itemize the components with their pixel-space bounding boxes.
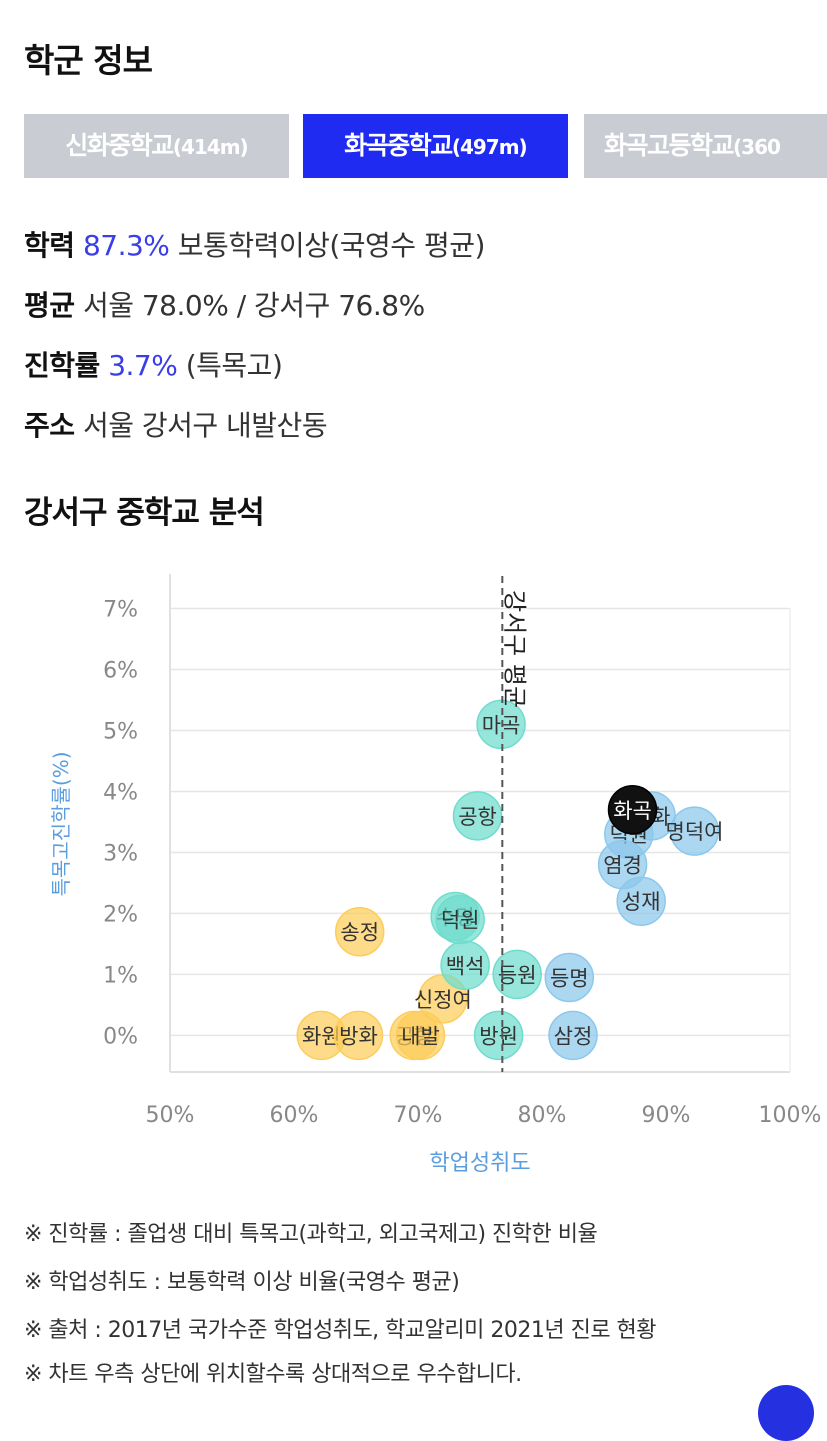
y-tick-label: 0% (103, 1024, 138, 1049)
tab-distance: (497m) (451, 135, 528, 159)
data-point-label: 삼정 (554, 1024, 593, 1048)
data-point-label: 등원 (498, 963, 537, 987)
x-tick-label: 60% (270, 1103, 319, 1128)
footnote-3: ※ 출처 : 2017년 국가수준 학업성취도, 학교알리미 2021년 진로 … (24, 1318, 657, 1343)
data-point-label: 방화 (339, 1024, 378, 1048)
achievement-row: 학력 87.3% 보통학력이상(국영수 평균) (24, 224, 485, 264)
chart-ticks: 0% 1% 2% 3% 4% 5% 6% 7% 50% 60% 70% 80% 90% 100% (103, 597, 821, 1128)
school-info-heading: 학군 정보 (24, 41, 153, 80)
chart-axes (169, 574, 791, 1073)
data-point (473, 1010, 524, 1061)
advancement-label: 진학률 (24, 349, 100, 382)
data-point-label: 화곡 (613, 799, 652, 823)
data-point (476, 699, 526, 750)
tab-label: 화곡중학교 (344, 131, 453, 160)
data-point (548, 1010, 598, 1061)
data-point-label: 덕원 (441, 909, 480, 933)
data-point-label: 염경 (603, 854, 642, 878)
data-point (334, 906, 385, 957)
tab-distance: (414m) (172, 135, 249, 159)
data-point-label: 성재 (622, 890, 661, 914)
data-point (452, 791, 503, 841)
x-tick-label: 50% (146, 1103, 195, 1128)
school-tabs: 신화중학교(414m) 화곡중학교(497m) 화곡고등학교(360 (24, 114, 827, 178)
data-point-label: 신정여 (414, 988, 472, 1012)
data-point-label: 송정 (340, 921, 379, 945)
advancement-value: 3.7% (108, 349, 178, 382)
data-point-label: 등명 (550, 966, 589, 990)
average-value: 서울 78.0% / 강서구 76.8% (82, 289, 425, 322)
data-point-label: 공항 (458, 805, 497, 829)
scatter-chart: 0% 1% 2% 3% 4% 5% 6% 7% 50% 60% 70% 80% 90% 100% 송정신정… (49, 574, 821, 1176)
y-tick-label: 4% (103, 780, 138, 805)
data-point (616, 876, 666, 926)
x-axis-label: 학업성취도 (429, 1151, 530, 1176)
y-tick-label: 3% (103, 841, 138, 866)
data-point (492, 949, 542, 1000)
advancement-note: (특목고) (185, 349, 283, 382)
tab-hwagok-middle[interactable]: 화곡중학교(497m) (303, 114, 568, 178)
advancement-row: 진학률 3.7% (특목고) (24, 344, 283, 384)
achievement-note: 보통학력이상(국영수 평균) (177, 229, 486, 262)
y-tick-label: 2% (103, 902, 138, 927)
y-axis-label: 특목고진학률(%) (49, 751, 73, 896)
address-value: 서울 강서구 내발산동 (82, 409, 328, 442)
reference-line-group: 강서구 평균 (500, 576, 528, 1072)
data-point (395, 1010, 446, 1061)
data-point-label: 방원 (479, 1024, 518, 1048)
x-tick-label: 70% (394, 1103, 443, 1128)
floating-action-button[interactable] (758, 1385, 814, 1441)
achievement-value: 87.3% (82, 229, 170, 262)
y-tick-label: 6% (103, 658, 138, 683)
x-tick-label: 100% (759, 1103, 822, 1128)
y-tick-label: 1% (103, 963, 138, 988)
data-point-label: 명덕여 (666, 820, 724, 844)
data-point-label: 백석 (446, 954, 485, 978)
tab-label: 화곡고등학교 (604, 131, 735, 160)
x-tick-label: 80% (518, 1103, 567, 1128)
achievement-label: 학력 (24, 229, 75, 262)
x-tick-label: 90% (642, 1103, 691, 1128)
footnote-1: ※ 진학률 : 졸업생 대비 특목고(과학고, 외고국제고) 진학한 비율 (24, 1222, 598, 1247)
address-label: 주소 (24, 409, 75, 442)
address-row: 주소 서울 강서구 내발산동 (24, 404, 328, 444)
tab-hwagok-high[interactable]: 화곡고등학교(360 (584, 114, 827, 178)
reference-line-label: 강서구 평균 (500, 590, 528, 708)
tab-distance: (360 (733, 135, 781, 159)
average-label: 평균 (24, 289, 75, 322)
data-point (607, 785, 658, 835)
data-point-label: 내발 (401, 1024, 440, 1048)
y-tick-label: 5% (103, 719, 138, 744)
average-row: 평균 서울 78.0% / 강서구 76.8% (24, 284, 425, 324)
tab-sinhwa-middle[interactable]: 신화중학교(414m) (24, 114, 289, 178)
data-point (440, 940, 490, 991)
analysis-heading: 강서구 중학교 분석 (24, 495, 265, 531)
tab-label: 신화중학교 (65, 131, 174, 160)
data-point (669, 806, 720, 856)
footnote-2: ※ 학업성취도 : 보통학력 이상 비율(국영수 평균) (24, 1270, 460, 1295)
data-point-label: 마곡 (482, 713, 521, 737)
data-point (544, 952, 595, 1003)
y-tick-label: 7% (103, 597, 138, 622)
footnote-4: ※ 차트 우측 상단에 위치할수록 상대적으로 우수합니다. (24, 1362, 522, 1387)
chart-points: 송정신정여화원방화공항내발마곡공항수명덕원백석등원방원신화덕원명덕여염경성재등명… (296, 699, 724, 1061)
data-point (333, 1010, 384, 1061)
